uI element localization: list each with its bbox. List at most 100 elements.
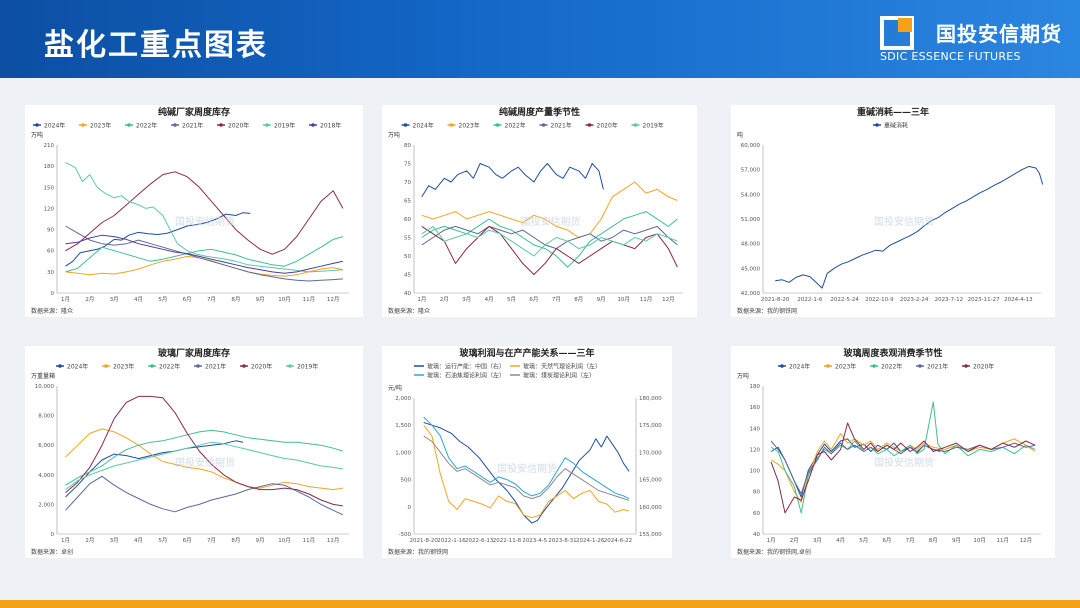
legend-marker: [104, 364, 108, 368]
series-line: [421, 225, 678, 275]
y2-tick-label: 175,000: [639, 423, 662, 429]
x-tick-label: 9月: [597, 296, 606, 303]
y-axis-unit: 万重量箱: [31, 372, 55, 380]
y-tick-label: 45,000: [741, 266, 761, 272]
x-tick-label: 7月: [207, 296, 216, 303]
x-tick-label: 3月: [110, 537, 119, 544]
x-tick-label: 9月: [256, 296, 265, 303]
x-tick-label: 5月: [158, 537, 167, 544]
x-tick-label: 5月: [158, 296, 167, 303]
legend-item: 玻璃：天然气理论利润（左）: [523, 363, 601, 371]
series-line: [65, 440, 244, 498]
series-line: [421, 211, 678, 268]
legend-item: 2023年: [835, 363, 856, 371]
legend-marker: [403, 123, 408, 127]
series-line: [421, 163, 604, 198]
data-source: 数据来源：我的钢铁网: [388, 548, 448, 556]
x-tick-label: 12月: [327, 296, 340, 303]
y-tick-label: 60,000: [741, 143, 761, 149]
x-tick-label: 2024-4-13: [1004, 297, 1033, 303]
y-axis-unit: 万吨: [737, 372, 749, 380]
legend-marker: [872, 364, 876, 368]
legend-item: 2022年: [159, 363, 180, 371]
legend-marker: [875, 123, 879, 127]
y-axis-unit: 万吨: [31, 131, 43, 139]
series-line: [421, 225, 678, 250]
legend-marker: [265, 123, 269, 127]
legend-item: 2024年: [789, 363, 810, 371]
x-tick-label: 3月: [110, 296, 119, 303]
y-tick-label: 70: [404, 180, 411, 186]
legend-item: 玻璃：石油焦理论利润（左）: [427, 372, 505, 380]
chart-panel-soda-inventory: 纯碱厂家周度库存 2024年 2023年 2022年 2021年 2020年 2019年 20…: [25, 105, 363, 317]
y-tick-label: 0: [408, 505, 412, 511]
y2-tick-label: 180,000: [639, 396, 662, 402]
x-tick-label: 10月: [278, 296, 291, 303]
chart-svg: 玻璃厂家周度库存 2024年 2023年 2022年 2021年 2020年 2019年万重…: [31, 347, 349, 556]
logo-mark-icon: [880, 16, 914, 50]
series-line: [65, 171, 344, 255]
y-tick-label: 10,000: [35, 384, 55, 390]
y-tick-label: 75: [404, 162, 411, 168]
x-tick-label: 4月: [134, 537, 143, 544]
legend-item: 2020年: [228, 122, 249, 130]
x-tick-label: 11月: [640, 296, 653, 303]
x-tick-label: 2022-5-24: [830, 297, 859, 303]
chart-title: 玻璃厂家周度库存: [158, 347, 230, 359]
watermark: 国投安信期货: [874, 217, 934, 228]
y-tick-label: 80: [753, 490, 760, 496]
series-line: [423, 435, 630, 501]
legend-marker: [127, 123, 131, 127]
data-source: 数据来源：隆众: [388, 307, 430, 315]
y-tick-label: 65: [404, 199, 411, 205]
x-tick-label: 1月: [61, 296, 70, 303]
y-tick-label: 2,000: [38, 502, 54, 508]
y-tick-label: 1,000: [395, 450, 411, 456]
legend-item: 2021年: [182, 122, 203, 130]
legend-item: 重碱消耗: [884, 122, 908, 130]
legend-item: 2020年: [251, 363, 272, 371]
x-tick-label: 2023-8-31: [548, 538, 576, 544]
legend-marker: [449, 123, 454, 127]
x-tick-label: 5月: [507, 296, 516, 303]
x-tick-label: 9月: [952, 537, 961, 544]
legend-item: 2024年: [44, 122, 65, 130]
y-tick-label: 42,000: [741, 291, 761, 297]
chart-panel-glass-profit: 玻璃利润与在产产能关系——三年 玻璃：运行产能：中国（右） 玻璃：天然气理论利润（左…: [382, 346, 672, 558]
x-tick-label: 7月: [906, 537, 915, 544]
x-tick-label: 7月: [552, 296, 561, 303]
y2-tick-label: 160,000: [639, 505, 662, 511]
legend-marker: [311, 123, 315, 127]
x-tick-label: 2022-6-13: [465, 538, 494, 544]
x-tick-label: 1月: [417, 296, 426, 303]
legend-item: 2020年: [597, 122, 618, 130]
series-line: [65, 212, 251, 267]
legend-marker: [964, 364, 968, 368]
y-tick-label: 50: [404, 254, 411, 260]
page-title: 盐化工重点图表: [44, 28, 268, 63]
y-tick-label: 60: [404, 217, 411, 223]
x-tick-label: 2月: [440, 296, 449, 303]
x-tick-label: 2023-11-27: [968, 297, 1000, 303]
series-line: [65, 236, 344, 273]
x-tick-label: 7月: [207, 537, 216, 544]
x-tick-label: 1月: [61, 537, 70, 544]
legend-item: 2024年: [67, 363, 88, 371]
legend-item: 2021年: [205, 363, 226, 371]
legend-marker: [173, 123, 177, 127]
y-tick-label: 60: [753, 511, 760, 517]
header-bar: 盐化工重点图表 国投安信期货 SDIC ESSENCE FUTURES: [0, 0, 1080, 78]
watermark: 国投安信期货: [520, 217, 581, 228]
series-line: [775, 165, 1044, 289]
legend-marker: [35, 123, 39, 127]
x-tick-label: 12月: [662, 296, 675, 303]
x-tick-label: 11月: [303, 296, 316, 303]
x-tick-label: 2023-4-5: [522, 538, 547, 544]
y-tick-label: 4,000: [38, 473, 54, 479]
data-source: 数据来源：我的钢铁网: [737, 307, 797, 315]
x-tick-label: 4月: [485, 296, 494, 303]
series-line: [65, 234, 344, 274]
footer-bar: [0, 600, 1080, 608]
y-tick-label: 90: [47, 228, 54, 234]
